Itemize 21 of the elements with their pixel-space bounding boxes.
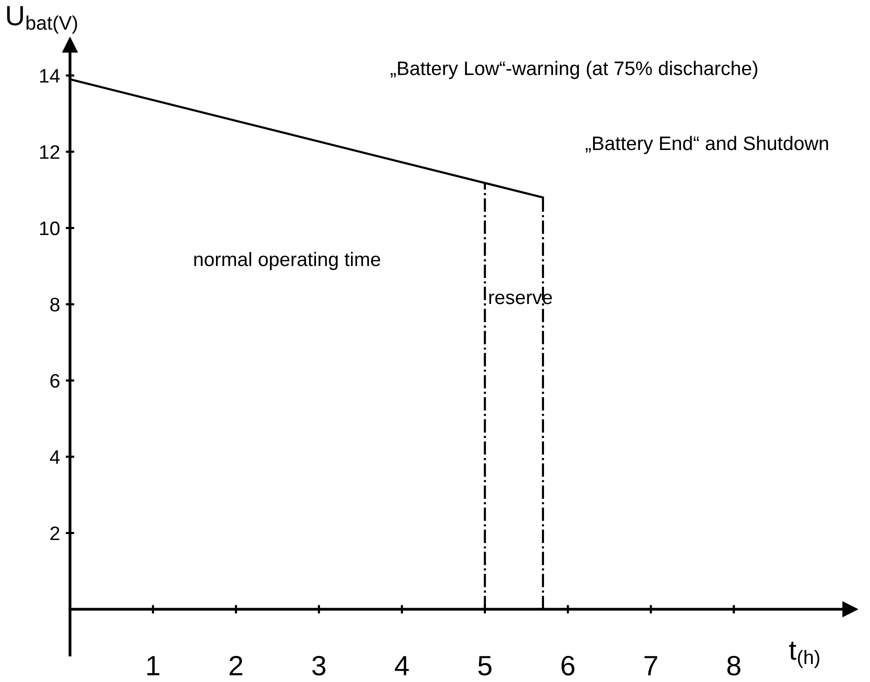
y-tick-label: 4 (50, 450, 60, 464)
x-tick-label: 7 (644, 656, 658, 676)
y-tick-label: 10 (40, 221, 60, 236)
y-tick-label: 12 (40, 145, 60, 159)
x-tick-label: 8 (727, 656, 740, 676)
annotation: normal operating time (194, 252, 380, 270)
x-tick-label: 5 (478, 656, 492, 676)
annotation: „Battery Low“-warning (at 75% discharche) (390, 60, 758, 80)
y-tick-label: 8 (50, 298, 60, 312)
x-tick-label: 4 (394, 656, 409, 676)
x-tick-label: 2 (230, 656, 242, 676)
x-tick-label: 1 (147, 656, 160, 676)
x-tick-label: 3 (312, 656, 326, 676)
y-tick-label: 2 (50, 526, 60, 540)
x-axis-title: t$_{(h)}$ (789, 642, 820, 668)
annotation: reserve (489, 294, 552, 304)
annotation: „Battery End“ and Shutdown (586, 136, 828, 154)
y-tick-label: 6 (50, 374, 60, 388)
x-tick-label: 6 (562, 656, 574, 676)
y-axis-title: U$_{bat(V)}$ (7, 6, 78, 34)
y-tick-label: 14 (40, 69, 60, 83)
